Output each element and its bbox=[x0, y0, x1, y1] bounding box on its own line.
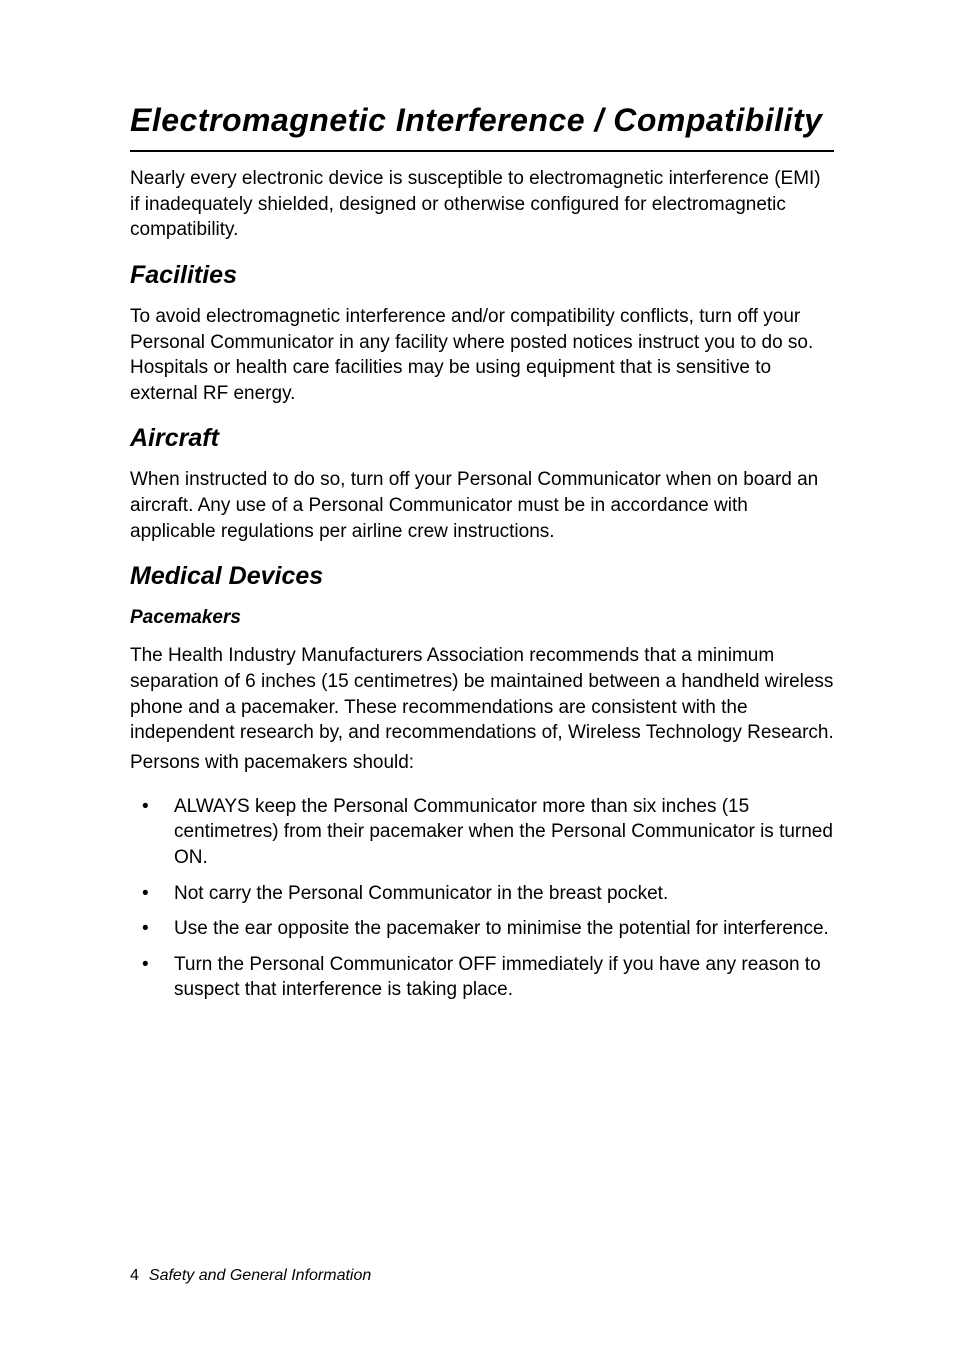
page-footer: 4 Safety and General Information bbox=[130, 1267, 371, 1285]
list-item: Use the ear opposite the pacemaker to mi… bbox=[130, 916, 834, 942]
list-item: Not carry the Personal Communicator in t… bbox=[130, 881, 834, 907]
page-number: 4 bbox=[130, 1267, 139, 1284]
facilities-title: Facilities bbox=[130, 261, 834, 290]
facilities-body: To avoid electromagnetic interference an… bbox=[130, 304, 834, 407]
section-title: Electromagnetic Interference / Compatibi… bbox=[130, 100, 834, 152]
list-item: ALWAYS keep the Personal Communicator mo… bbox=[130, 794, 834, 871]
aircraft-title: Aircraft bbox=[130, 424, 834, 453]
pacemakers-bullets: ALWAYS keep the Personal Communicator mo… bbox=[130, 794, 834, 1003]
pacemakers-body-1: The Health Industry Manufacturers Associ… bbox=[130, 643, 834, 746]
section-intro: Nearly every electronic device is suscep… bbox=[130, 166, 834, 243]
list-item: Turn the Personal Communicator OFF immed… bbox=[130, 952, 834, 1003]
document-page: Electromagnetic Interference / Compatibi… bbox=[0, 0, 954, 1345]
medical-devices-title: Medical Devices bbox=[130, 562, 834, 591]
aircraft-body: When instructed to do so, turn off your … bbox=[130, 467, 834, 544]
footer-section-name: Safety and General Information bbox=[149, 1267, 371, 1284]
pacemakers-title: Pacemakers bbox=[130, 607, 834, 629]
pacemakers-body-2: Persons with pacemakers should: bbox=[130, 750, 834, 776]
